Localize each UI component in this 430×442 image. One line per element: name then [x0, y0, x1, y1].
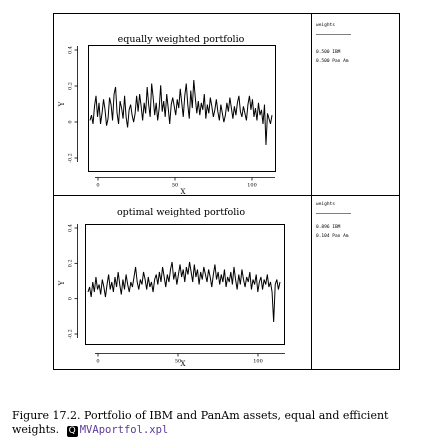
x-tick-label: 0: [96, 359, 99, 365]
legend-header: weights: [316, 22, 335, 28]
legend-weight-panam: 0.104 Pan Am: [316, 233, 349, 239]
y-axis-ticks: -0.2 0 0.2 0.4: [68, 224, 78, 339]
panel-optimal-weights: optimal weighted portfolio -0.2 0 0.2 0.4 0…: [58, 201, 351, 368]
series-line: [89, 79, 273, 146]
x-axis-ticks: 0 50 100: [96, 177, 257, 189]
caption-label: Figure 17.2.: [12, 409, 81, 422]
y-tick-label: -0.2: [68, 153, 74, 163]
plot-frame: [85, 224, 285, 345]
x-tick-label: 50: [175, 359, 181, 365]
figure-caption: Figure 17.2. Portfolio of IBM and PanAm …: [12, 409, 424, 437]
panel-title: optimal weighted portfolio: [117, 207, 245, 218]
quantlet-icon: Q: [66, 426, 78, 437]
y-tick-label: 0.4: [68, 224, 74, 232]
legend-header: weights: [316, 201, 335, 207]
x-tick-label: 100: [253, 359, 263, 365]
x-axis-label: X: [181, 360, 186, 368]
y-axis-label: Y: [58, 101, 66, 107]
x-axis-label: X: [181, 188, 186, 196]
legend-weight-ibm: 0.500 IBM: [316, 49, 341, 55]
x-axis-ticks: 0 50 100: [96, 353, 263, 365]
y-tick-label: 0.2: [68, 259, 74, 267]
y-tick-label: 0.2: [68, 82, 74, 90]
plot-frame: [88, 45, 276, 172]
caption-text: Portfolio of IBM and PanAm assets, equal…: [12, 409, 389, 436]
y-tick-label: 0: [68, 120, 74, 123]
panel-title: equally weighted portfolio: [118, 34, 245, 45]
legend-weight-panam: 0.500 Pan Am: [316, 58, 349, 64]
figure-frame: [53, 13, 400, 370]
y-tick-label: 0.4: [68, 46, 74, 54]
x-tick-label: 50: [172, 183, 178, 189]
y-tick-label: 0: [68, 297, 74, 300]
x-tick-label: 100: [247, 183, 257, 189]
x-tick-label: 0: [96, 183, 99, 189]
panel-equal-weights: equally weighted portfolio -0.2 0 0.2 0.4 0…: [58, 22, 351, 196]
y-axis-label: Y: [58, 280, 66, 286]
y-tick-label: -0.2: [68, 329, 74, 339]
series-line: [87, 261, 281, 323]
legend-weight-ibm: 0.896 IBM: [316, 224, 341, 230]
y-axis-ticks: -0.2 0 0.2 0.4: [68, 46, 78, 163]
quantlet-link[interactable]: MVAportfol.xpl: [79, 424, 169, 436]
